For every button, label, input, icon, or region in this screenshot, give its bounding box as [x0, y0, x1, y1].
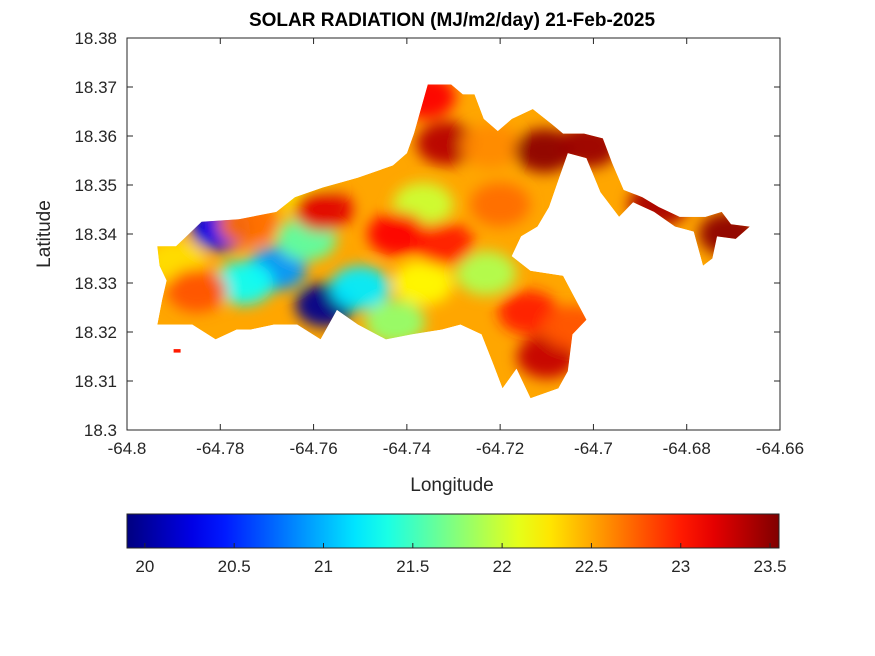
- hotspot-layer: [157, 84, 750, 379]
- x-tick-label: -64.76: [289, 439, 337, 458]
- x-axis-label: Longitude: [410, 475, 493, 496]
- colorbar-tick-label: 21: [314, 557, 333, 576]
- x-tick-label: -64.8: [108, 439, 147, 458]
- colorbar-tick-label: 21.5: [396, 557, 429, 576]
- hotspot-6: [365, 300, 426, 345]
- colorbar-tick-label: 20.5: [218, 557, 251, 576]
- colorbar-tick-label: 23: [671, 557, 690, 576]
- y-tick-label: 18.31: [74, 372, 117, 391]
- colorbar-tick-label: 22.5: [575, 557, 608, 576]
- colorbar-tick-label: 22: [493, 557, 512, 576]
- y-axis-label: Latitude: [34, 200, 55, 268]
- y-tick-label: 18.38: [74, 29, 117, 48]
- y-tick-label: 18.37: [74, 78, 117, 97]
- y-tick-label: 18.36: [74, 127, 117, 146]
- islet: [173, 349, 181, 353]
- hotspot-17: [416, 121, 477, 166]
- hotspot-8: [456, 251, 517, 296]
- x-tick-label: -64.72: [476, 439, 524, 458]
- y-tick-label: 18.32: [74, 323, 117, 342]
- hotspot-27: [470, 182, 531, 227]
- y-tick-label: 18.35: [74, 176, 117, 195]
- x-tick-label: -64.7: [574, 439, 613, 458]
- y-axis-ticks: 18.3 18.31 18.32 18.33 18.34 18.35 18.36 18.37 1…: [74, 29, 780, 440]
- colorbar-tick-label: 20: [135, 557, 154, 576]
- x-tick-label: -64.78: [196, 439, 244, 458]
- y-tick-label: 18.3: [84, 421, 117, 440]
- hotspot-12: [167, 268, 227, 313]
- hotspot-16: [292, 187, 353, 232]
- hotspot-14: [367, 212, 428, 256]
- colorbar: [126, 513, 780, 549]
- y-tick-label: 18.34: [74, 225, 117, 244]
- hotspot-3: [330, 265, 391, 310]
- x-axis-ticks: -64.8 -64.78 -64.76 -64.74 -64.72 -64.7 -64.68…: [108, 38, 804, 458]
- x-tick-label: -64.68: [663, 439, 711, 458]
- x-tick-label: -64.74: [383, 439, 431, 458]
- y-tick-label: 18.33: [74, 274, 117, 293]
- x-tick-label: -64.66: [756, 439, 804, 458]
- chart-title: SOLAR RADIATION (MJ/m2/day) 21-Feb-2025: [249, 10, 656, 31]
- colorbar-tick-label: 23.5: [754, 557, 787, 576]
- colorbar-ticks: 20 20.5 21 21.5 22 22.5 23 23.5: [135, 543, 787, 576]
- hotspot-9: [393, 261, 454, 305]
- heat-field: [157, 84, 750, 399]
- hotspot-18: [460, 123, 521, 168]
- hotspot-4: [213, 261, 274, 305]
- hotspot-20: [514, 128, 575, 173]
- hotspot-15: [414, 221, 475, 266]
